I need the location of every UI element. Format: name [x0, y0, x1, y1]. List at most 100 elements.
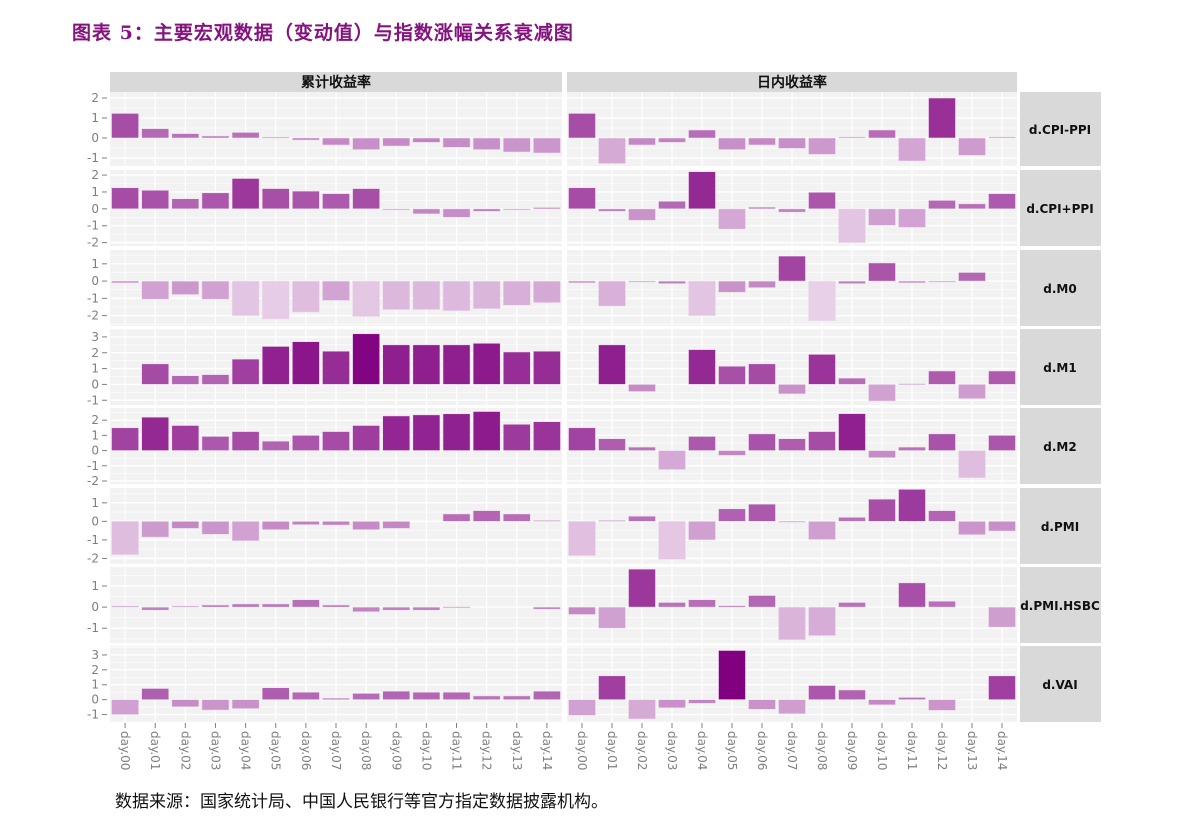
- bar-d.M0-day.05: [718, 280, 746, 293]
- bar-d.M1-day.01: [598, 344, 626, 385]
- bar-d.PMI.HSBC-day.06: [292, 599, 320, 608]
- bar-d.CPI+PPI-day.10: [412, 208, 441, 215]
- bar-d.CPI+PPI-day.00: [111, 187, 139, 210]
- bar-d.PMI-day.13: [958, 521, 986, 536]
- bar-d.M2-day.10: [412, 414, 441, 451]
- bar-d.M0-day.04: [231, 280, 260, 316]
- y-tick-label: -1: [87, 219, 99, 233]
- bar-d.CPI+PPI-day.09: [838, 208, 866, 243]
- bar-d.PMI-day.12: [472, 510, 501, 522]
- bar-d.VAI-day.14: [533, 690, 561, 700]
- y-tick-label: 2: [91, 168, 99, 182]
- y-tick-label: -2: [87, 236, 99, 250]
- bar-d.M0-day.01: [141, 280, 170, 300]
- y-tick-label: -1: [87, 459, 99, 473]
- bar-d.VAI-day.03: [658, 699, 686, 709]
- y-tick-label: -1: [87, 708, 99, 722]
- bar-d.PMI-day.08: [808, 521, 836, 540]
- y-tick-label: -1: [87, 151, 99, 165]
- bar-d.VAI-day.01: [141, 688, 170, 700]
- row-strip: [1020, 488, 1101, 564]
- bar-d.CPI-PPI-day.00: [111, 113, 139, 139]
- bar-d.M1-day.01: [141, 363, 170, 385]
- column-strip: [567, 72, 1017, 92]
- x-tick-label: day.12: [480, 731, 494, 770]
- bar-d.CPI+PPI-day.14: [533, 207, 561, 210]
- bar-d.VAI-day.13: [502, 695, 531, 700]
- bar-d.PMI.HSBC-day.07: [322, 604, 350, 608]
- bar-d.CPI-PPI-day.05: [261, 136, 290, 139]
- bar-d.M1-day.08: [808, 354, 836, 385]
- bar-d.M0-day.12: [472, 280, 501, 310]
- bar-d.M0-day.02: [628, 280, 656, 283]
- bar-d.CPI+PPI-day.00: [568, 187, 596, 210]
- bar-d.CPI+PPI-day.14: [988, 193, 1016, 210]
- bar-d.M2-day.08: [808, 431, 836, 451]
- bar-d.PMI-day.11: [442, 513, 471, 522]
- bar-d.VAI-day.14: [988, 675, 1016, 700]
- x-tick-label: day.01: [605, 731, 619, 770]
- bar-d.PMI.HSBC-day.02: [628, 568, 656, 608]
- bar-d.PMI.HSBC-day.04: [231, 603, 260, 608]
- bar-d.M1-day.04: [231, 358, 260, 385]
- bar-d.M1-day.03: [201, 374, 230, 385]
- row-strip-label: d.CPI-PPI: [1029, 123, 1091, 137]
- bar-d.CPI+PPI-day.12: [928, 200, 956, 210]
- bar-d.PMI-day.04: [231, 521, 260, 542]
- bar-d.PMI.HSBC-day.02: [171, 605, 200, 608]
- bar-d.CPI-PPI-day.00: [568, 113, 596, 139]
- y-tick-label: 0: [91, 274, 99, 288]
- bar-d.M1-day.07: [778, 384, 806, 395]
- bar-d.CPI+PPI-day.02: [171, 198, 200, 210]
- bar-d.CPI+PPI-day.08: [352, 188, 380, 210]
- bar-d.CPI-PPI-day.03: [201, 135, 230, 139]
- bar-d.VAI-day.12: [472, 695, 501, 700]
- bar-d.M2-day.13: [502, 423, 531, 451]
- bar-d.CPI-PPI-day.12: [928, 97, 956, 139]
- bar-d.PMI-day.12: [928, 510, 956, 522]
- bar-d.CPI-PPI-day.05: [718, 137, 746, 150]
- bar-d.M2-day.09: [382, 415, 411, 451]
- bar-d.M0-day.10: [412, 280, 441, 310]
- bar-d.M2-day.01: [598, 438, 626, 451]
- bar-d.CPI+PPI-day.05: [718, 208, 746, 230]
- bar-d.CPI+PPI-day.06: [748, 206, 776, 210]
- bar-d.CPI-PPI-day.06: [292, 137, 320, 141]
- row-strip-label: d.M0: [1043, 282, 1076, 296]
- bar-d.CPI+PPI-day.13: [502, 208, 531, 211]
- bar-d.M2-day.04: [231, 431, 260, 451]
- bar-d.PMI.HSBC-day.01: [141, 606, 170, 611]
- bar-d.M0-day.13: [502, 280, 531, 306]
- bar-d.CPI-PPI-day.07: [322, 137, 350, 146]
- x-tick-label: day.05: [725, 731, 739, 770]
- x-tick-label: day.02: [178, 731, 192, 770]
- x-tick-label: day.11: [905, 731, 919, 770]
- x-tick-label: day.05: [269, 731, 283, 770]
- bar-d.M0-day.09: [838, 280, 866, 284]
- column-strip-label: 日内收益率: [757, 74, 827, 91]
- bar-d.CPI-PPI-day.13: [502, 137, 531, 153]
- y-tick-label: 1: [91, 428, 99, 442]
- bar-d.CPI-PPI-day.01: [598, 137, 626, 164]
- bar-d.PMI-day.03: [658, 521, 686, 560]
- bar-d.VAI-day.07: [778, 699, 806, 715]
- bar-d.CPI-PPI-day.04: [688, 129, 716, 139]
- bar-d.CPI-PPI-day.11: [898, 137, 926, 162]
- y-tick-label: -1: [87, 533, 99, 547]
- bar-d.VAI-day.00: [568, 699, 596, 716]
- bar-d.M2-day.05: [261, 440, 290, 451]
- bar-d.PMI-day.11: [898, 488, 926, 522]
- bar-d.M2-day.07: [778, 438, 806, 451]
- x-tick-label: day.04: [239, 731, 253, 770]
- row-strip-label: d.PMI: [1041, 520, 1079, 534]
- bar-d.CPI-PPI-day.11: [442, 137, 471, 148]
- y-tick-label: 1: [91, 579, 99, 593]
- bar-d.M0-day.03: [201, 280, 230, 300]
- bar-d.PMI-day.09: [382, 521, 411, 529]
- bar-d.M2-day.13: [958, 450, 986, 479]
- bar-d.M1-day.02: [628, 384, 656, 392]
- bar-d.CPI-PPI-day.14: [988, 136, 1016, 139]
- bar-d.PMI-day.07: [322, 521, 350, 526]
- row-strip: [1020, 92, 1101, 166]
